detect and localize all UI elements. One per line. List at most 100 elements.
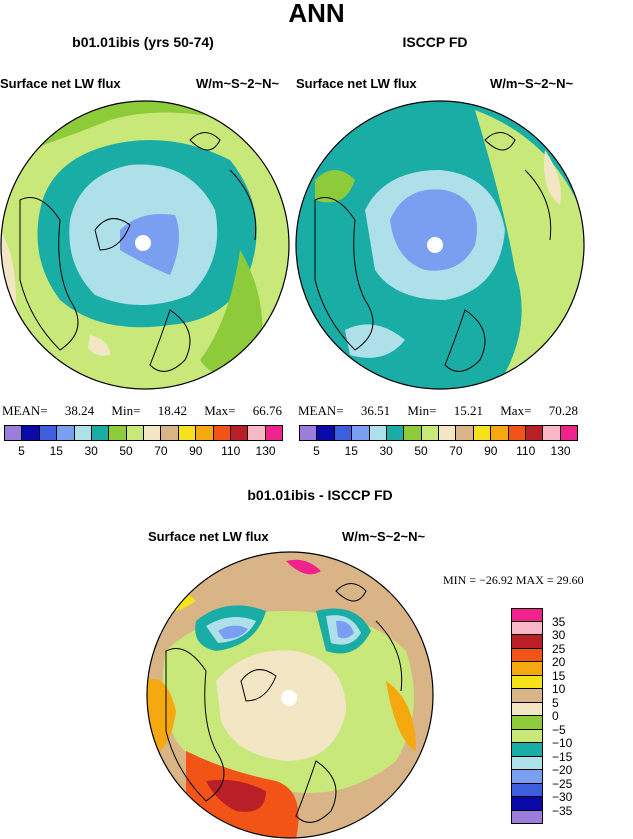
colorbar-swatch (317, 425, 335, 441)
colorbar-tick-label: 130 (550, 444, 571, 458)
colorbar-swatch (230, 425, 249, 441)
min-label: Min= (407, 403, 437, 418)
panel-2-units: W/m~S~2~N~ (490, 76, 574, 91)
colorbar-swatch (511, 662, 543, 676)
colorbar-tick-label: −35 (552, 803, 573, 818)
colorbar-tick-label: 20 (552, 655, 566, 669)
colorbar-swatch (543, 425, 561, 441)
panel-2-map (295, 100, 585, 390)
max-label: Max= (500, 403, 532, 418)
colorbar-swatch (74, 425, 92, 441)
colorbar-swatch (213, 425, 231, 441)
colorbar-tick-label: −10 (552, 736, 573, 750)
panel-1-stats: MEAN= 38.24 Min= 18.42 Max= 66.76 (2, 403, 282, 419)
colorbar-swatch (511, 621, 543, 635)
colorbar-swatch (57, 425, 75, 441)
diff-minmax: MIN = −26.92 MAX = 29.60 (443, 573, 584, 587)
colorbar-tick-label: 5 (18, 444, 25, 458)
colorbar-tick-label: 5 (552, 695, 559, 710)
colorbar-swatch (248, 425, 266, 441)
colorbar-swatch (144, 425, 162, 441)
colorbar-swatch (161, 425, 179, 441)
colorbar-swatch (511, 675, 543, 689)
min-label: Min= (111, 403, 141, 418)
colorbar-tick-label: 130 (255, 444, 276, 458)
diff-variable: Surface net LW flux (148, 529, 269, 544)
colorbar-swatch (508, 425, 526, 441)
colorbar-swatch (369, 425, 387, 441)
colorbar-swatch (511, 635, 543, 649)
colorbar-tick-label: 90 (484, 444, 498, 458)
colorbar-tick-label: 0 (552, 709, 559, 723)
panel-1-map (0, 100, 290, 390)
panel-2-colorbar-labels: 5 15 30 50 70 90 110 130 (299, 444, 578, 460)
colorbar-tick-label: 70 (154, 444, 168, 458)
colorbar-swatch (109, 425, 127, 441)
colorbar-tick-label: 50 (414, 444, 428, 458)
diff-colorbar (511, 608, 543, 824)
panel-2-variable: Surface net LW flux (296, 76, 417, 91)
panel-1-colorbar-labels: 5 15 30 50 70 90 110 130 (4, 444, 283, 460)
colorbar-tick-label: −5 (552, 722, 566, 737)
colorbar-swatch (352, 425, 370, 441)
colorbar-swatch (525, 425, 544, 441)
diff-map (146, 551, 434, 839)
mean-label: MEAN= (298, 403, 344, 418)
colorbar-swatch (511, 729, 543, 743)
colorbar-tick-label: −25 (552, 776, 573, 791)
panel-1-title: b01.01ibis (yrs 50-74) (72, 34, 214, 50)
panel-1-variable: Surface net LW flux (0, 76, 121, 91)
colorbar-swatch (91, 425, 110, 441)
colorbar-swatch (196, 425, 214, 441)
colorbar-swatch (299, 425, 318, 441)
colorbar-swatch (386, 425, 405, 441)
colorbar-tick-label: −15 (552, 749, 573, 764)
min-value: 18.42 (157, 403, 187, 418)
colorbar-tick-label: 30 (552, 628, 566, 642)
colorbar-swatch (511, 716, 543, 730)
colorbar-swatch (511, 797, 543, 811)
colorbar-swatch (334, 425, 353, 441)
colorbar-swatch (178, 425, 197, 441)
mean-value: 38.24 (64, 403, 95, 418)
colorbar-swatch (511, 743, 543, 757)
colorbar-swatch (22, 425, 40, 441)
colorbar-swatch (4, 425, 23, 441)
colorbar-swatch (511, 756, 543, 770)
colorbar-tick-label: 50 (119, 444, 133, 458)
panel-2-colorbar (299, 425, 578, 441)
colorbar-swatch (511, 689, 543, 703)
colorbar-swatch (511, 810, 543, 824)
colorbar-tick-label: 15 (344, 444, 358, 458)
colorbar-tick-label: 30 (84, 444, 98, 458)
colorbar-swatch (126, 425, 144, 441)
panel-2-stats: MEAN= 36.51 Min= 15.21 Max= 70.28 (298, 403, 578, 419)
diff-units: W/m~S~2~N~ (342, 529, 426, 544)
max-value: 66.76 (252, 403, 282, 418)
max-value: 70.28 (548, 403, 578, 418)
colorbar-swatch (404, 425, 422, 441)
colorbar-tick-label: 15 (552, 668, 566, 683)
panel-1-units: W/m~S~2~N~ (196, 76, 280, 91)
colorbar-tick-label: −20 (552, 763, 573, 777)
colorbar-tick-label: 70 (449, 444, 463, 458)
colorbar-tick-label: 25 (552, 641, 566, 656)
colorbar-tick-label: 30 (379, 444, 393, 458)
panel-1-colorbar (4, 425, 283, 441)
colorbar-swatch (511, 608, 543, 622)
colorbar-tick-label: −30 (552, 790, 573, 804)
colorbar-swatch (456, 425, 474, 441)
max-label: Max= (204, 403, 236, 418)
colorbar-tick-label: 10 (552, 682, 566, 696)
colorbar-swatch (491, 425, 509, 441)
colorbar-swatch (473, 425, 492, 441)
colorbar-swatch (511, 648, 543, 662)
colorbar-tick-label: 110 (516, 444, 536, 458)
colorbar-tick-label: 5 (313, 444, 320, 458)
colorbar-swatch (265, 425, 283, 441)
colorbar-swatch (511, 702, 543, 716)
colorbar-swatch (439, 425, 457, 441)
colorbar-swatch (560, 425, 578, 441)
colorbar-tick-label: 35 (552, 614, 566, 629)
colorbar-tick-label: 15 (49, 444, 63, 458)
